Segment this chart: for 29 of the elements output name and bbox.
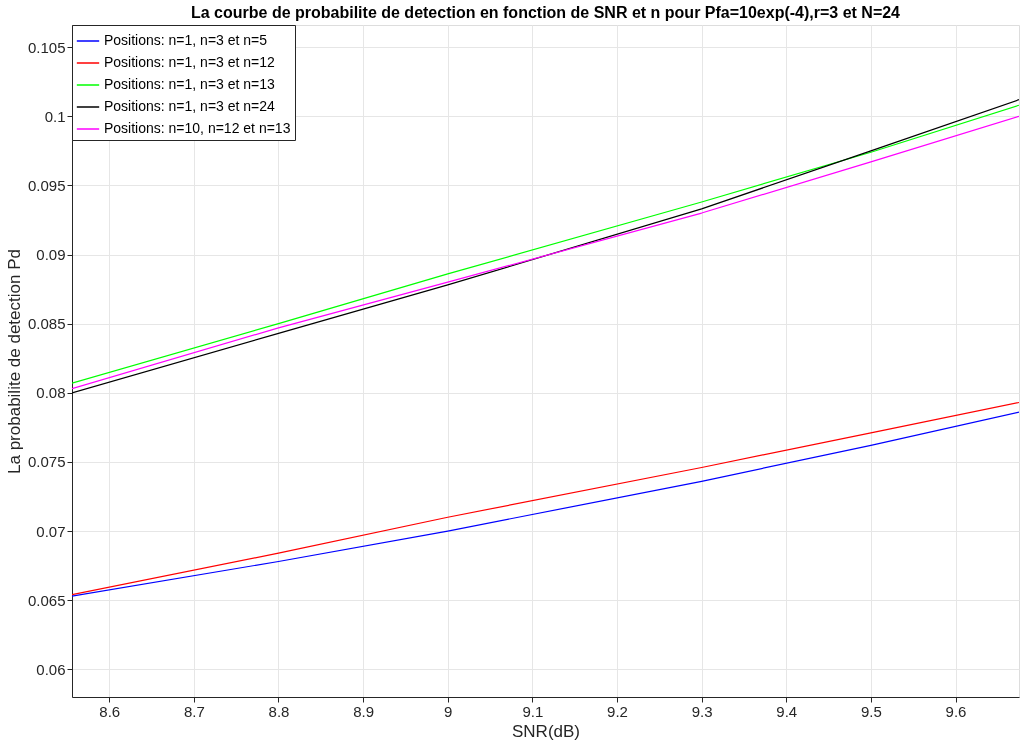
- y-tick-label: 0.09: [36, 246, 66, 264]
- legend-label: Positions: n=1, n=3 et n=5: [104, 32, 268, 48]
- y-axis-title: La probabilite de detection Pd: [4, 249, 24, 474]
- x-tick-label: 8.9: [353, 702, 375, 720]
- x-axis-title: SNR(dB): [511, 721, 581, 741]
- x-tick-label: 9.2: [607, 702, 628, 720]
- legend-label: Positions: n=10, n=12 et n=13: [104, 120, 291, 136]
- x-tick-label: 9.1: [522, 702, 544, 720]
- x-tick-label: 9.4: [776, 702, 798, 720]
- chart-title: La courbe de probabilite de detection en fonction de SNR et n pour Pfa=10exp(-4),r=3 et N=24: [190, 4, 901, 21]
- x-tick-label: 9.6: [945, 702, 967, 720]
- y-tick-label: 0.1: [44, 107, 66, 125]
- y-tick-label: 0.08: [36, 384, 66, 402]
- legend-label: Positions: n=1, n=3 et n=24: [104, 98, 276, 114]
- legend-label: Positions: n=1, n=3 et n=13: [104, 76, 276, 92]
- x-tick-label: 9.5: [860, 702, 882, 720]
- y-tick-label: 0.095: [27, 176, 66, 194]
- x-tick-label: 9.3: [691, 702, 713, 720]
- y-tick-label: 0.085: [27, 315, 66, 333]
- y-tick-label: 0.105: [27, 38, 66, 56]
- x-tick-label: 8.8: [268, 702, 290, 720]
- legend-label: Positions: n=1, n=3 et n=12: [104, 54, 276, 70]
- y-tick-label: 0.06: [36, 660, 66, 678]
- x-tick-label: 9: [444, 702, 453, 720]
- x-tick-label: 8.6: [99, 702, 121, 720]
- y-tick-label: 0.065: [27, 591, 66, 609]
- x-tick-label: 8.7: [183, 702, 205, 720]
- y-tick-label: 0.075: [27, 453, 66, 471]
- y-tick-label: 0.07: [36, 522, 66, 540]
